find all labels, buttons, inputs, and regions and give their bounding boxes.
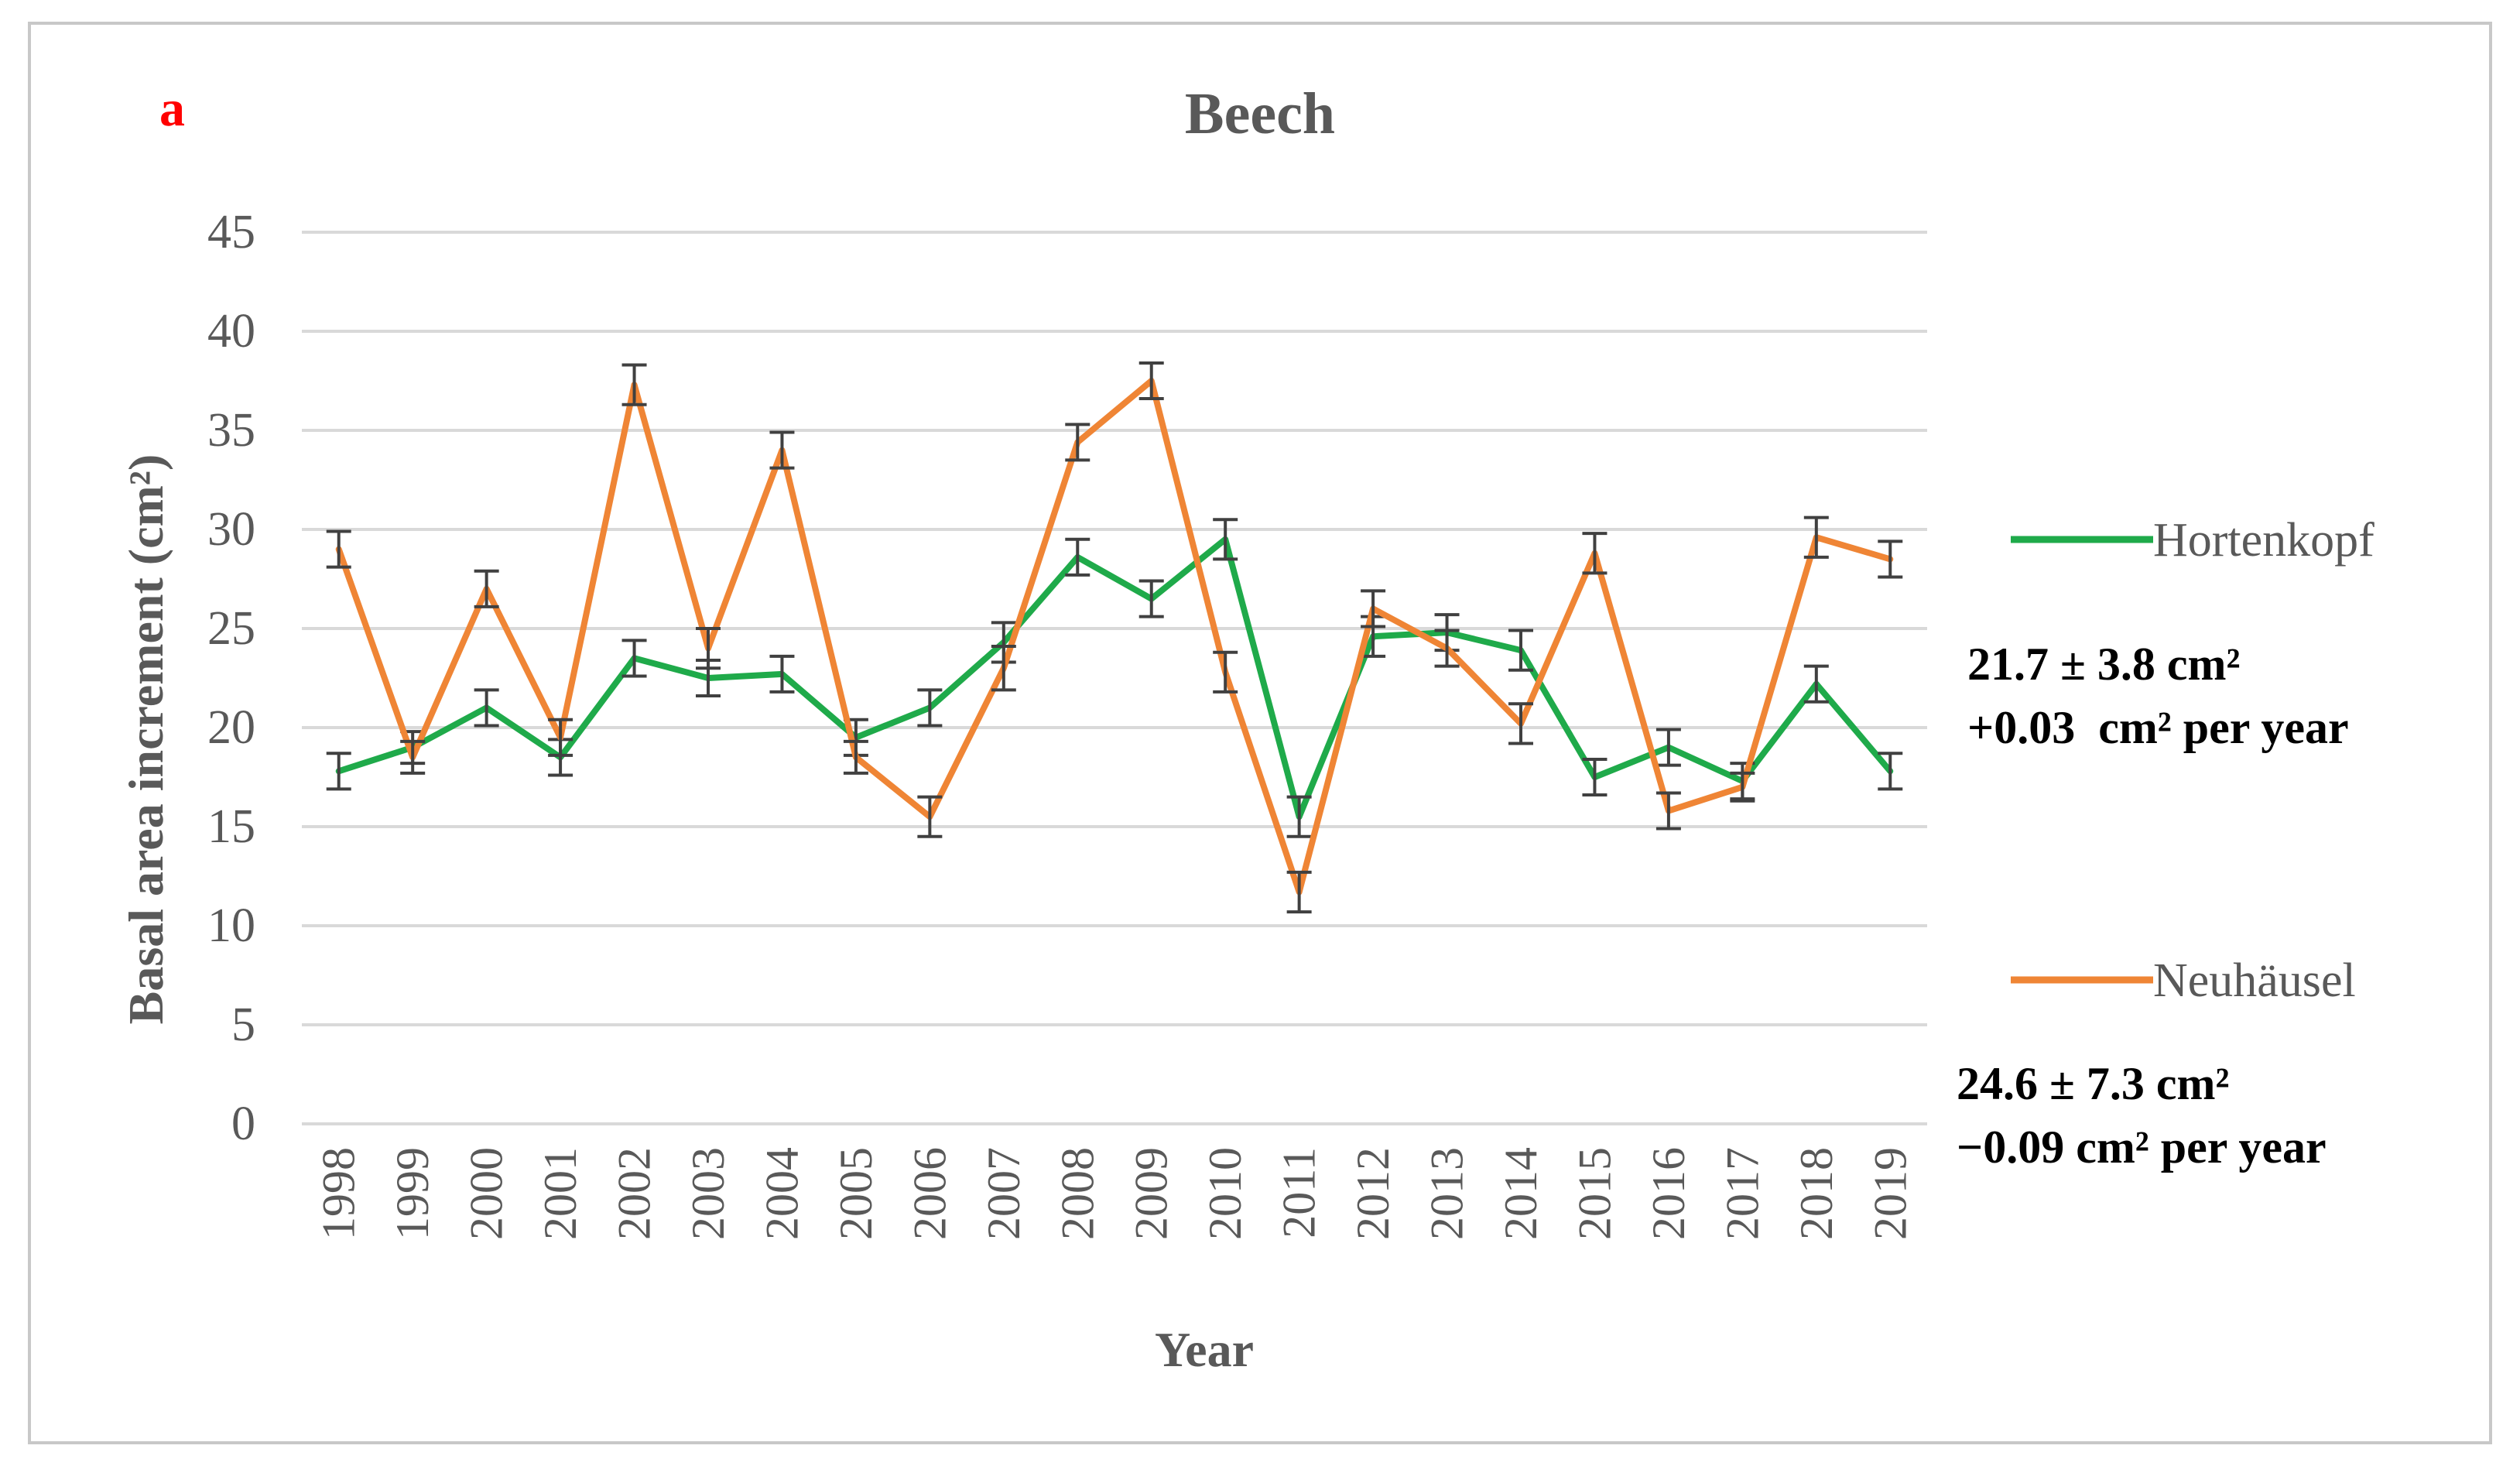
x-tick-label: 2010 xyxy=(1200,1147,1251,1240)
error-bar-neuhusel xyxy=(400,739,426,775)
y-tick-label: 35 xyxy=(207,404,255,457)
error-bar-neuhusel xyxy=(474,569,499,608)
y-tick-label: 45 xyxy=(207,206,255,259)
error-bar-neuhusel xyxy=(1434,629,1460,668)
error-bar-hortenkopf xyxy=(326,752,351,791)
error-bar-hortenkopf xyxy=(1508,629,1533,672)
error-bar-hortenkopf xyxy=(1803,664,1829,704)
error-bar-neuhusel xyxy=(1803,515,1829,559)
y-axis-title: Basal area increment (cm²) xyxy=(118,454,173,1025)
y-tick-label: 10 xyxy=(207,899,255,952)
error-bar-hortenkopf xyxy=(1286,795,1312,838)
x-tick-label: 2005 xyxy=(830,1147,882,1240)
series-line-hortenkopf xyxy=(335,536,1894,820)
error-bar-neuhusel xyxy=(1065,423,1091,462)
x-tick-label: 2013 xyxy=(1422,1147,1473,1240)
x-tick-label: 1999 xyxy=(387,1147,438,1240)
error-bar-neuhusel xyxy=(917,795,943,838)
y-tick-label: 30 xyxy=(207,503,255,556)
error-bar-neuhusel xyxy=(1508,702,1533,745)
x-tick-label: 2019 xyxy=(1864,1147,1916,1240)
error-bar-neuhusel xyxy=(1286,870,1312,914)
error-bar-neuhusel xyxy=(769,430,795,470)
error-bar-neuhusel xyxy=(621,363,647,406)
error-bar-neuhusel xyxy=(548,718,574,757)
x-axis-title: Year xyxy=(1155,1322,1254,1377)
x-tick-label: 2009 xyxy=(1126,1147,1177,1240)
x-tick-label: 2008 xyxy=(1052,1147,1103,1240)
error-bar-hortenkopf xyxy=(621,639,647,678)
error-bar-neuhusel xyxy=(1213,650,1238,694)
error-bar-neuhusel xyxy=(1361,589,1386,629)
y-tick-label: 25 xyxy=(207,602,255,655)
x-tick-label: 2001 xyxy=(535,1147,586,1240)
panel-label: a xyxy=(159,80,185,137)
error-bar-hortenkopf xyxy=(1878,752,1903,791)
x-tick-label: 2011 xyxy=(1274,1147,1325,1238)
y-tick-label: 15 xyxy=(207,800,255,853)
x-tick-label: 2018 xyxy=(1791,1147,1842,1240)
error-bar-neuhusel xyxy=(1878,539,1903,579)
neuhausel-trend: −0.09 cm² per year xyxy=(1957,1122,2327,1173)
error-bar-neuhusel xyxy=(1138,361,1164,401)
error-bar-neuhusel xyxy=(1582,532,1608,575)
neuhausel-mean: 24.6 ± 7.3 cm² xyxy=(1957,1058,2230,1109)
series-line-neuhusel xyxy=(335,378,1894,896)
x-tick-label: 2007 xyxy=(978,1147,1029,1240)
x-tick-label: 2014 xyxy=(1495,1147,1546,1240)
error-bar-hortenkopf xyxy=(1065,537,1091,577)
error-bar-neuhusel xyxy=(326,529,351,569)
hortenkopf-mean: 21.7 ± 3.8 cm² xyxy=(1967,639,2241,690)
y-tick-label: 40 xyxy=(207,305,255,358)
x-tick-label: 2017 xyxy=(1717,1147,1768,1240)
x-tick-label: 1998 xyxy=(313,1147,365,1240)
error-bar-hortenkopf xyxy=(1138,579,1164,618)
error-bar-neuhusel xyxy=(1655,791,1681,831)
error-bar-neuhusel xyxy=(696,627,721,670)
error-bar-hortenkopf xyxy=(917,688,943,728)
x-tick-label: 2012 xyxy=(1347,1147,1399,1240)
y-tick-label: 5 xyxy=(231,998,255,1051)
error-bar-neuhusel xyxy=(843,739,868,775)
x-tick-labels: 1998 1999 2000 2001 2002 2003 2004 2005 2006 2007… xyxy=(313,1147,1916,1240)
y-tick-label: 20 xyxy=(207,701,255,754)
x-tick-label: 2004 xyxy=(756,1147,807,1240)
data-series xyxy=(326,361,1903,914)
y-tick-label: 0 xyxy=(231,1098,255,1150)
hortenkopf-trend: +0.03 cm² per year xyxy=(1967,702,2349,753)
x-tick-label: 2016 xyxy=(1643,1147,1694,1240)
error-bar-neuhusel xyxy=(991,645,1016,692)
gridlines xyxy=(302,231,1927,1125)
chart-title: Beech xyxy=(1185,81,1335,146)
x-tick-label: 2006 xyxy=(904,1147,955,1240)
error-bar-hortenkopf xyxy=(1582,757,1608,797)
error-bar-hortenkopf xyxy=(1655,728,1681,767)
legend-label-neuhausel: Neuhäusel xyxy=(2153,954,2356,1007)
x-tick-label: 2002 xyxy=(609,1147,660,1240)
x-tick-label: 2015 xyxy=(1569,1147,1620,1240)
legend-label-hortenkopf: Hortenkopf xyxy=(2153,514,2374,567)
error-bar-hortenkopf xyxy=(474,688,499,728)
error-bar-hortenkopf xyxy=(769,654,795,694)
error-bar-hortenkopf xyxy=(1213,518,1238,561)
series-neuhusel xyxy=(326,361,1903,914)
error-bar-neuhusel xyxy=(1730,771,1755,803)
x-tick-label: 2000 xyxy=(461,1147,512,1240)
x-tick-label: 2003 xyxy=(683,1147,734,1240)
y-tick-labels: 0 5 10 15 20 25 30 35 40 45 xyxy=(207,206,255,1150)
